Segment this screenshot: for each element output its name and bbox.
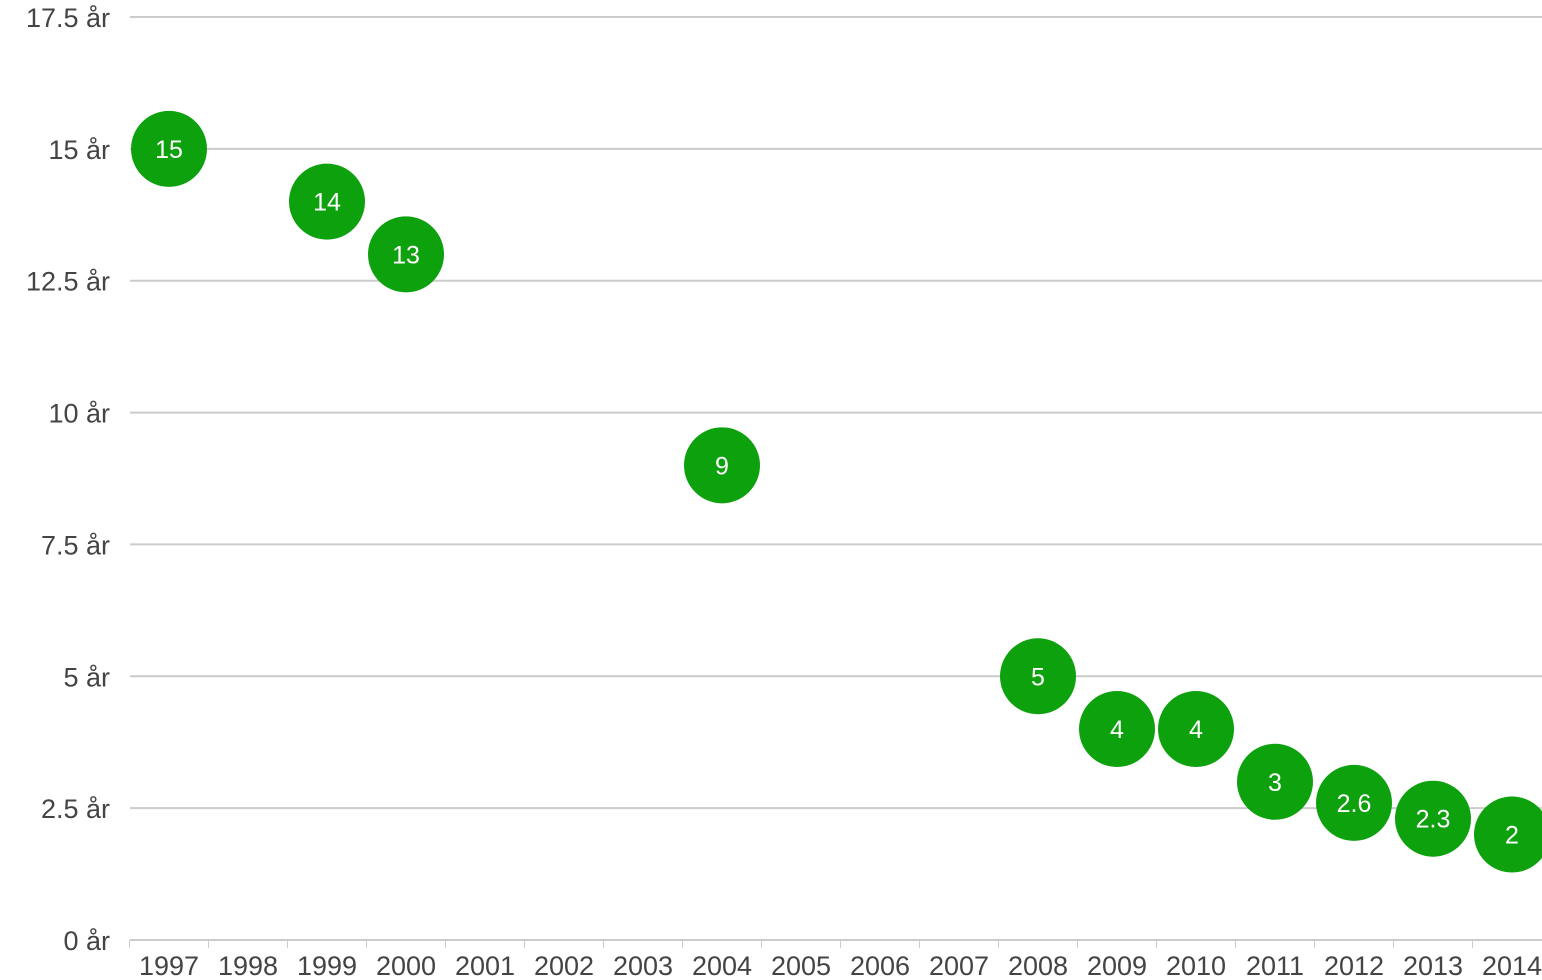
data-point xyxy=(131,110,207,187)
x-tick-label: 2010 xyxy=(1166,951,1226,980)
data-label: 4 xyxy=(1110,716,1124,744)
x-tick-label: 2006 xyxy=(850,951,910,980)
data-point xyxy=(289,163,365,240)
x-tick-label: 2007 xyxy=(929,951,989,980)
data-point xyxy=(1158,691,1234,768)
y-tick-label: 17.5 år xyxy=(26,3,110,33)
x-tick-label: 2011 xyxy=(1246,951,1304,980)
x-tick-label: 2013 xyxy=(1403,951,1463,980)
data-label: 2.3 xyxy=(1416,806,1451,834)
data-point xyxy=(1395,780,1471,857)
x-tick-label: 2004 xyxy=(692,951,752,980)
data-label: 14 xyxy=(313,189,341,217)
data-point xyxy=(1316,764,1392,841)
x-tick-label: 2005 xyxy=(771,951,831,980)
data-label: 15 xyxy=(155,136,183,164)
data-label: 5 xyxy=(1031,663,1045,691)
data-label: 2 xyxy=(1505,822,1519,850)
x-tick-label: 2009 xyxy=(1087,951,1147,980)
x-tick-label: 1998 xyxy=(218,951,278,980)
data-points: 15 14 13 9 5 4 4 3 2.6 2.3 2 xyxy=(131,110,1542,873)
x-tick-label: 2001 xyxy=(455,951,515,980)
data-label: 2.6 xyxy=(1337,790,1372,818)
data-label: 3 xyxy=(1268,769,1282,797)
y-tick-label: 0 år xyxy=(63,926,110,956)
x-tick-label: 2008 xyxy=(1008,951,1068,980)
x-tick-label: 1997 xyxy=(139,951,199,980)
x-tick-label: 2012 xyxy=(1324,951,1384,980)
data-point xyxy=(368,216,444,293)
y-tick-label: 2.5 år xyxy=(41,794,110,824)
y-axis: 0 år 2.5 år 5 år 7.5 år 10 år 12.5 år 15 år 17.… xyxy=(26,3,110,956)
y-tick-label: 5 år xyxy=(63,662,110,692)
x-tick-label: 1999 xyxy=(297,951,357,980)
y-tick-label: 10 år xyxy=(48,399,110,429)
data-label: 13 xyxy=(392,241,420,269)
grid xyxy=(130,16,1542,941)
x-tick-label: 2014 xyxy=(1482,951,1542,980)
x-axis: 1997 1998 1999 2000 2001 2002 2003 2004 2005 2006… xyxy=(129,940,1542,980)
data-point xyxy=(684,427,760,504)
x-tick-label: 2002 xyxy=(534,951,594,980)
y-tick-label: 12.5 år xyxy=(26,267,110,297)
y-tick-label: 15 år xyxy=(48,135,110,165)
data-point xyxy=(1474,796,1542,873)
data-point xyxy=(1237,743,1313,820)
x-tick-label: 2003 xyxy=(613,951,673,980)
data-point xyxy=(1000,638,1076,715)
data-label: 4 xyxy=(1189,716,1203,744)
data-point xyxy=(1079,691,1155,768)
data-label: 9 xyxy=(715,452,729,480)
x-tick-label: 2000 xyxy=(376,951,436,980)
y-tick-label: 7.5 år xyxy=(41,530,110,560)
